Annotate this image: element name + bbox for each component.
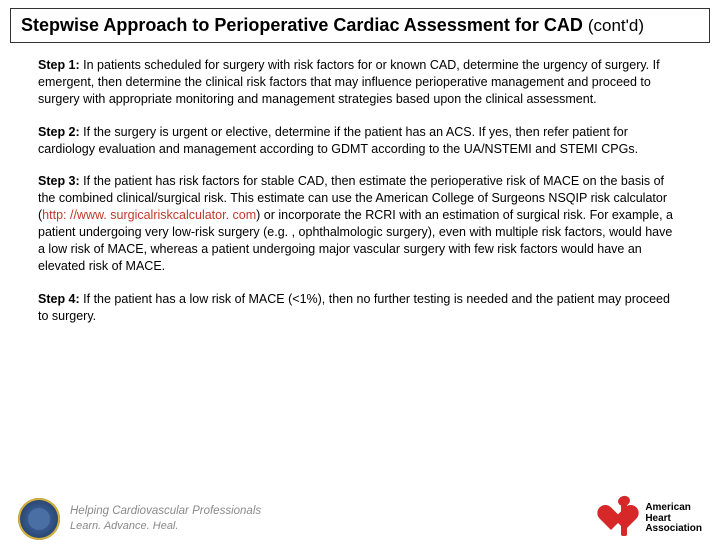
step-4-text: If the patient has a low risk of MACE (<… xyxy=(38,292,670,323)
step-3: Step 3: If the patient has risk factors … xyxy=(38,173,682,274)
aha-logo: American Heart Association xyxy=(609,503,702,535)
step-2-label: Step 2: xyxy=(38,125,80,139)
title-bar: Stepwise Approach to Perioperative Cardi… xyxy=(10,8,710,43)
content-area: Step 1: In patients scheduled for surger… xyxy=(0,43,720,324)
aha-text: American Heart Association xyxy=(645,503,702,535)
step-2-text: If the surgery is urgent or elective, de… xyxy=(38,125,638,156)
step-4-label: Step 4: xyxy=(38,292,80,306)
page-title: Stepwise Approach to Perioperative Cardi… xyxy=(21,15,699,36)
step-4: Step 4: If the patient has a low risk of… xyxy=(38,291,682,325)
step-3-label: Step 3: xyxy=(38,174,80,188)
tagline-line1: Helping Cardiovascular Professionals xyxy=(70,504,261,519)
aha-line3: Association xyxy=(645,524,702,535)
footer-left: Helping Cardiovascular Professionals Lea… xyxy=(18,498,261,540)
footer: Helping Cardiovascular Professionals Lea… xyxy=(0,498,720,540)
acc-seal-icon xyxy=(18,498,60,540)
risk-calculator-link[interactable]: http: //www. surgicalriskcalculator. com xyxy=(42,208,256,222)
step-1-label: Step 1: xyxy=(38,58,80,72)
step-1-text: In patients scheduled for surgery with r… xyxy=(38,58,660,106)
tagline: Helping Cardiovascular Professionals Lea… xyxy=(70,504,261,533)
tagline-line2: Learn. Advance. Heal. xyxy=(70,519,261,533)
step-1: Step 1: In patients scheduled for surger… xyxy=(38,57,682,108)
title-main: Stepwise Approach to Perioperative Cardi… xyxy=(21,15,583,35)
title-continued: (cont'd) xyxy=(588,16,644,35)
torch-icon xyxy=(621,502,627,536)
heart-torch-icon xyxy=(609,504,639,534)
step-2: Step 2: If the surgery is urgent or elec… xyxy=(38,124,682,158)
